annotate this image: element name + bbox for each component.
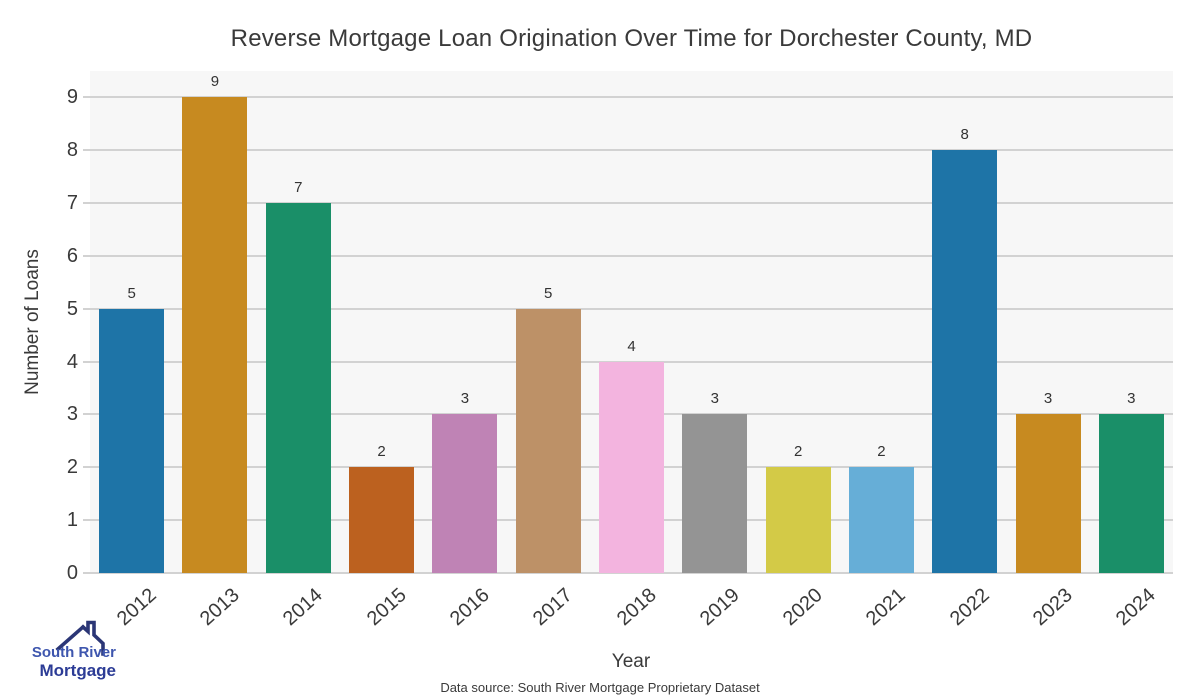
x-tick-label-2020: 2020 — [779, 584, 827, 631]
y-tick-label-2: 2 — [66, 456, 78, 479]
x-tick-label-2016: 2016 — [445, 584, 494, 631]
y-tick-label-8: 8 — [66, 139, 78, 162]
y-tick-mark — [83, 572, 90, 574]
y-tick-label-0: 0 — [66, 562, 78, 584]
y-tick-mark — [83, 254, 90, 257]
gridline-y-5 — [90, 307, 1173, 310]
bar-value-label-2013: 9 — [210, 73, 220, 91]
bar-value-label-2020: 2 — [793, 443, 803, 461]
gridline-y-7 — [90, 202, 1173, 205]
y-tick-mark — [83, 307, 90, 310]
bar-value-label-2014: 7 — [294, 179, 303, 197]
y-tick-label-7: 7 — [66, 192, 78, 215]
bar-value-label-2016: 3 — [460, 390, 470, 408]
gridline-y-0 — [90, 572, 1173, 574]
bar-value-label-2019: 3 — [710, 390, 719, 408]
y-tick-label-9: 9 — [66, 86, 78, 109]
gridline-y-8 — [90, 149, 1173, 152]
bar-2012 — [99, 308, 165, 573]
y-tick-mark — [83, 96, 90, 99]
bar-2020 — [765, 467, 831, 573]
bar-2016 — [432, 414, 498, 573]
y-tick-mark — [83, 519, 90, 522]
y-tick-mark — [83, 149, 90, 152]
bar-2017 — [515, 308, 581, 573]
gridline-y-6 — [90, 254, 1173, 257]
y-tick-label-4: 4 — [66, 350, 78, 373]
company-logo: South River Mortgage — [8, 611, 120, 691]
x-tick-label-2013: 2013 — [195, 584, 244, 631]
y-tick-label-1: 1 — [66, 509, 78, 532]
bar-value-label-2022: 8 — [960, 126, 969, 144]
x-tick-label-2023: 2023 — [1028, 584, 1077, 631]
y-tick-label-3: 3 — [66, 403, 78, 426]
bar-value-label-2015: 2 — [377, 443, 386, 461]
bar-value-label-2012: 5 — [127, 284, 136, 302]
x-axis-title: Year — [611, 651, 651, 672]
bar-value-label-2021: 2 — [877, 443, 886, 461]
y-tick-mark — [83, 466, 90, 469]
x-tick-label-2021: 2021 — [862, 584, 911, 631]
bar-2021 — [848, 467, 914, 573]
bar-2022 — [932, 150, 998, 573]
bar-2018 — [599, 361, 664, 573]
y-tick-mark — [83, 413, 90, 416]
bar-2019 — [682, 414, 748, 573]
y-tick-label-5: 5 — [66, 297, 78, 320]
bar-2023 — [1015, 414, 1081, 573]
gridline-y-9 — [90, 96, 1173, 99]
bar-value-label-2018: 4 — [627, 337, 636, 355]
bar-2014 — [265, 203, 331, 573]
chart-title: Reverse Mortgage Loan Origination Over T… — [230, 25, 1033, 52]
x-tick-label-2014: 2014 — [279, 584, 327, 631]
logo-line1: South River — [31, 644, 116, 661]
logo-line2: Mortgage — [39, 661, 117, 681]
x-tick-label-2024: 2024 — [1112, 584, 1161, 631]
x-tick-label-2017: 2017 — [529, 584, 577, 631]
data-source-caption: Data source: South River Mortgage Propri… — [440, 680, 760, 695]
house-roof-icon — [55, 620, 105, 656]
y-tick-mark — [83, 360, 90, 363]
bar-2024 — [1098, 414, 1164, 573]
x-tick-label-2022: 2022 — [945, 584, 994, 631]
y-tick-label-6: 6 — [66, 244, 78, 267]
bar-value-label-2017: 5 — [544, 284, 553, 302]
bar-value-label-2024: 3 — [1127, 390, 1136, 408]
bar-value-label-2023: 3 — [1043, 390, 1053, 408]
bar-2013 — [182, 97, 248, 573]
x-tick-label-2015: 2015 — [362, 584, 411, 631]
logo-text: South River Mortgage — [8, 644, 116, 681]
plot-area: 0 1 2 3 4 5 6 7 8 9 5 2012 9 2013 7 2014 2 2015 3 2016 5 2017… — [67, 71, 1173, 630]
x-tick-label-2018: 2018 — [612, 584, 661, 631]
x-tick-label-2019: 2019 — [695, 584, 744, 631]
bar-2015 — [349, 467, 415, 573]
y-tick-mark — [83, 202, 90, 205]
